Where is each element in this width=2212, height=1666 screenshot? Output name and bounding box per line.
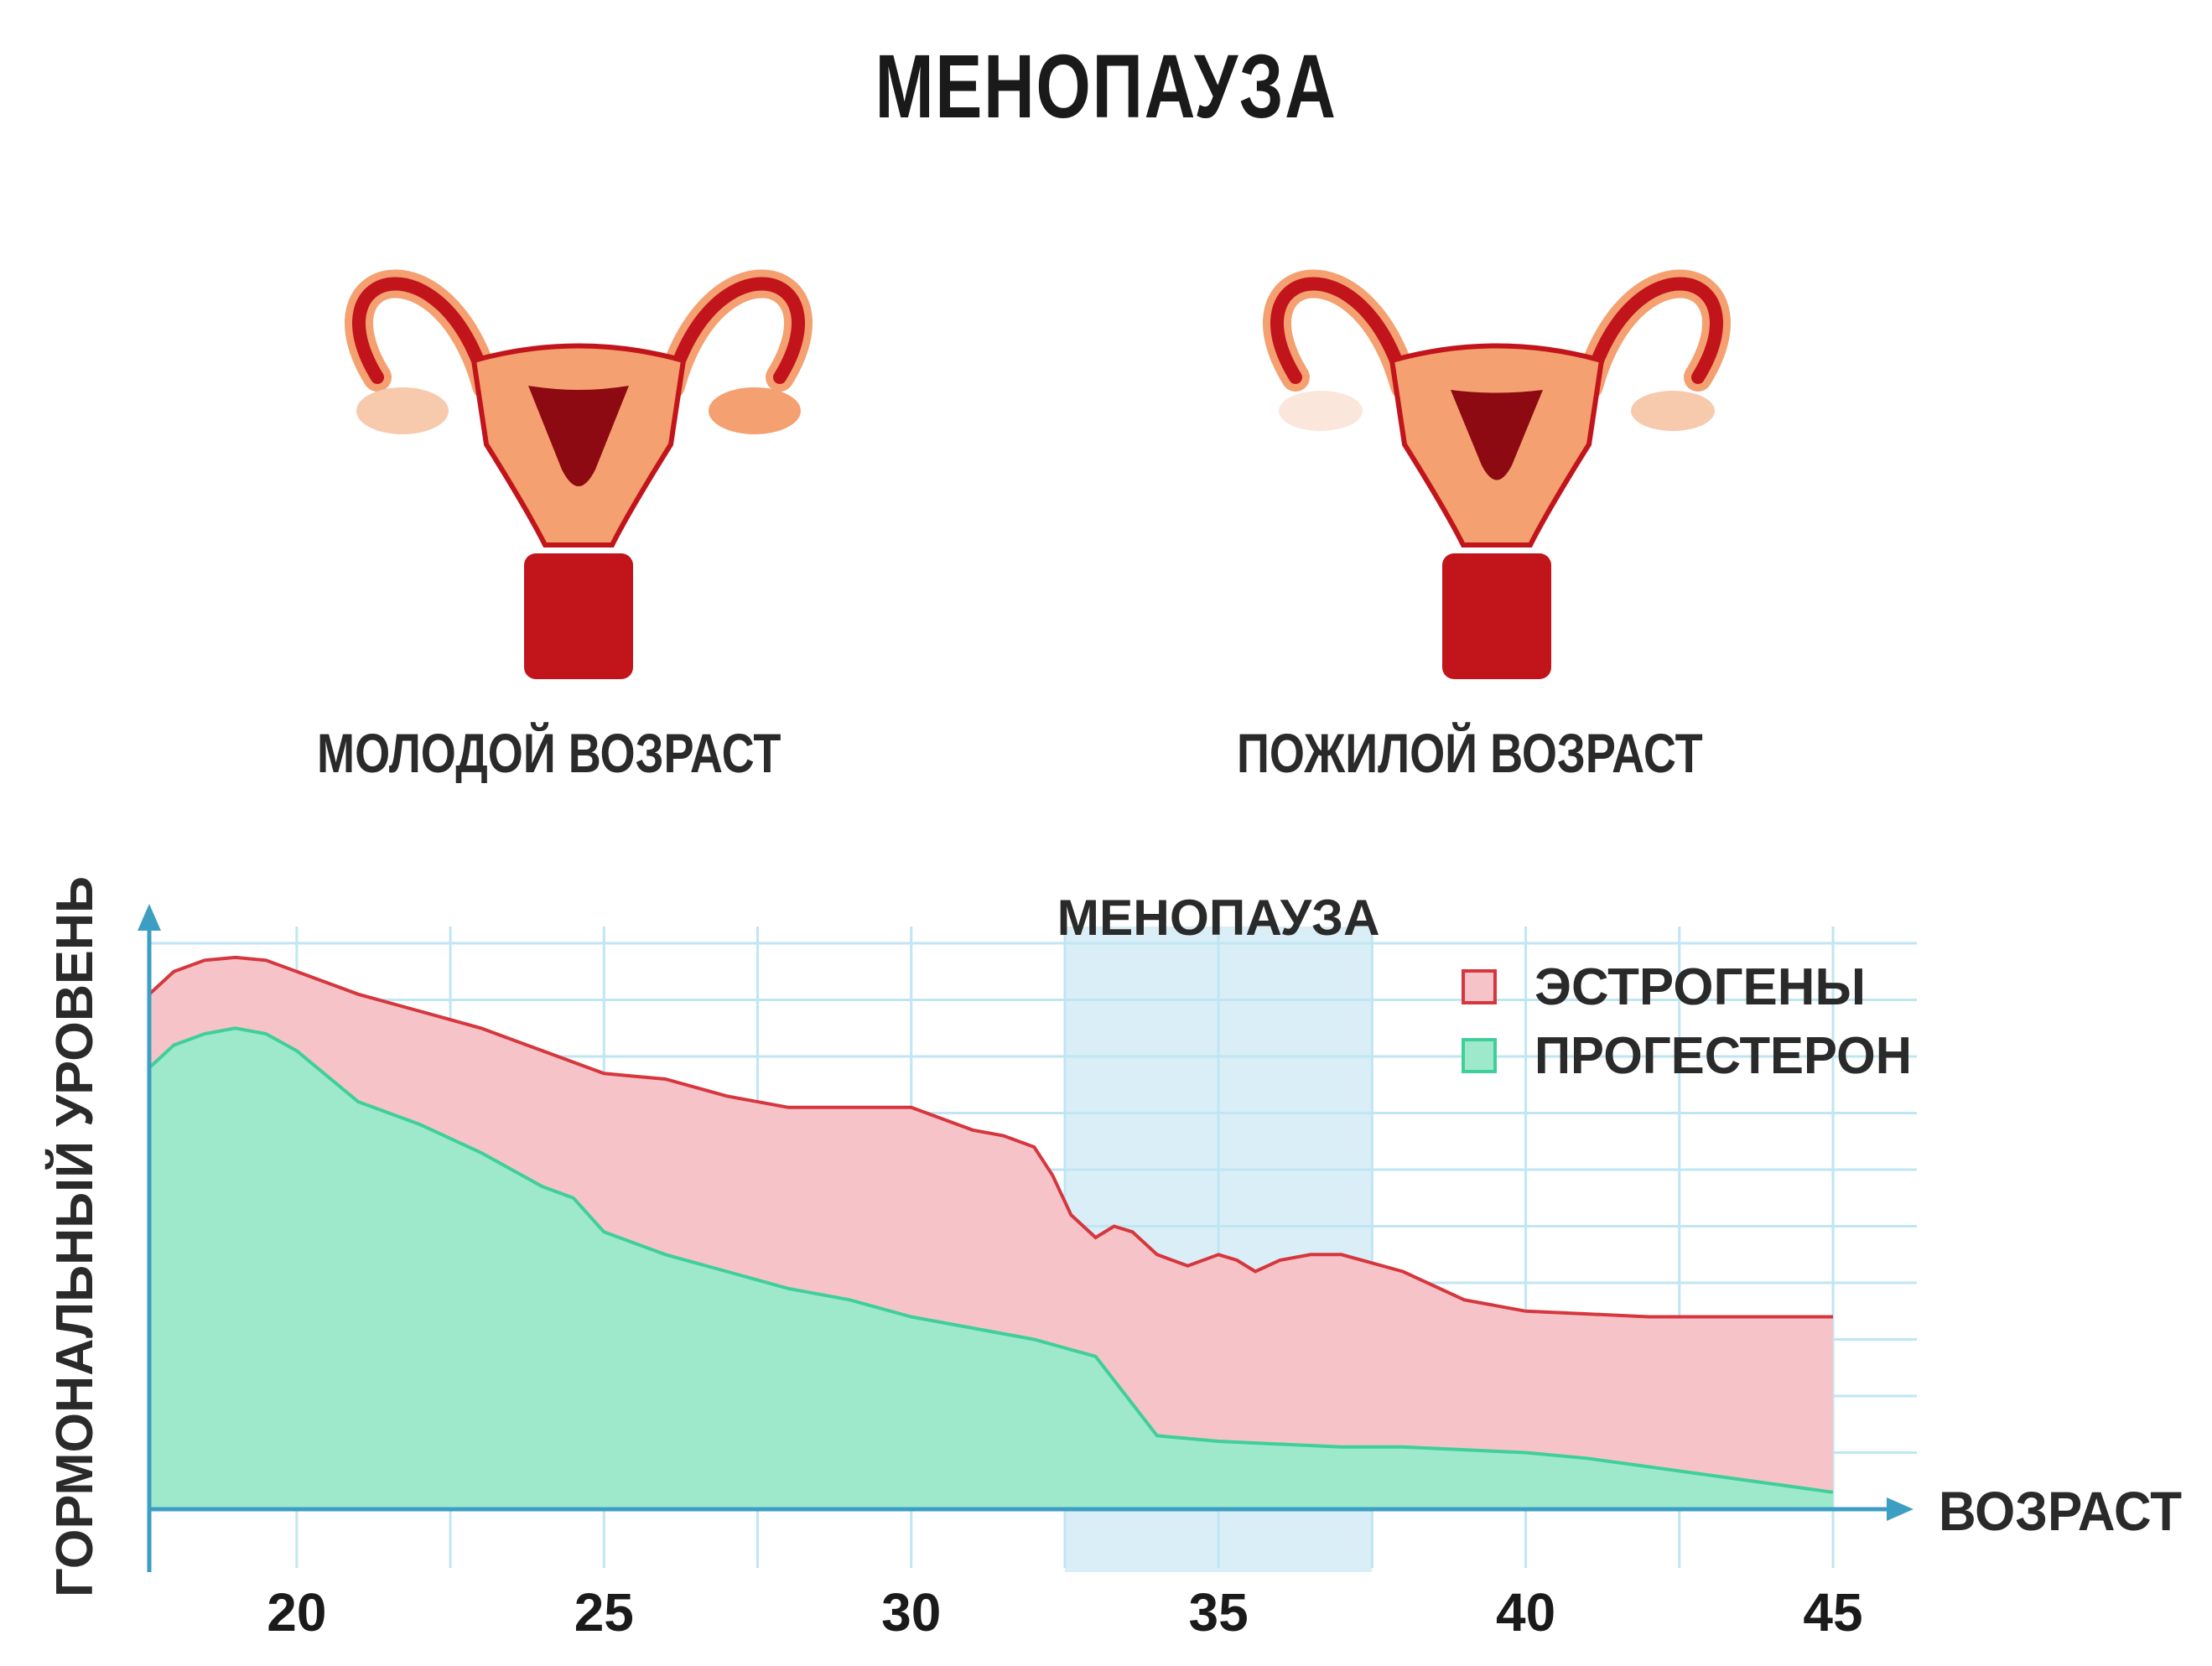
- hormone-chart: 20 25 30 35 40 45 ВОЗРАСТ ГОРМОНАЛЬНЫЙ УРОВЕНЬ М…: [45, 876, 2182, 1643]
- caption-young-age: МОЛОДОЙ ВОЗРАСТ: [317, 722, 781, 784]
- x-tick-label: 45: [1803, 1582, 1862, 1643]
- x-axis-label: ВОЗРАСТ: [1939, 1480, 2182, 1542]
- y-axis-label: ГОРМОНАЛЬНЫЙ УРОВЕНЬ: [45, 876, 104, 1597]
- x-tick-label: 30: [881, 1582, 941, 1643]
- estrogen-line: [148, 955, 1833, 1319]
- uterus-young-drawing: [345, 269, 813, 679]
- progesterone-line: [148, 1026, 1834, 1494]
- uterus-old-illustration: [1263, 269, 1731, 679]
- caption-old-age: ПОЖИЛОЙ ВОЗРАСТ: [1237, 722, 1703, 784]
- progesterone-legend-label: ПРОГЕСТЕРОН: [1534, 1027, 1912, 1085]
- x-tick-label: 35: [1189, 1582, 1249, 1643]
- page-title: МЕНОПАУЗА: [875, 35, 1337, 137]
- x-tick-label: 40: [1496, 1582, 1555, 1643]
- estrogen-legend-swatch: [1462, 969, 1497, 1004]
- menopause-region-label: МЕНОПАУЗА: [1057, 890, 1380, 946]
- progesterone-area: [149, 1028, 1833, 1509]
- progesterone-legend-swatch: [1462, 1038, 1497, 1073]
- x-tick-label: 20: [267, 1582, 326, 1643]
- x-tick-label: 25: [574, 1582, 634, 1643]
- uterus-old-drawing: [1263, 269, 1731, 679]
- estrogen-legend-label: ЭСТРОГЕНЫ: [1534, 958, 1866, 1016]
- uterus-young-illustration: [345, 269, 813, 679]
- y-axis-arrow-icon: [138, 904, 161, 931]
- x-axis-arrow-icon: [1887, 1497, 1913, 1521]
